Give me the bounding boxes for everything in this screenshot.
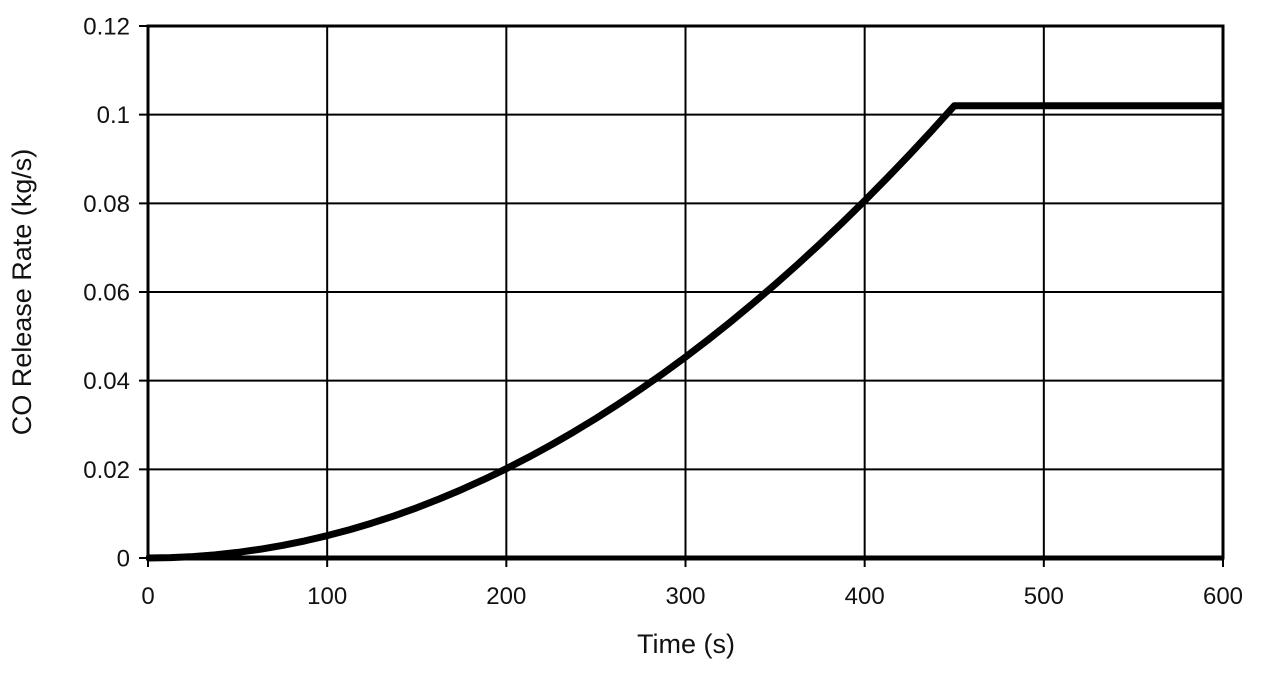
x-axis-title: Time (s): [637, 629, 735, 659]
series-layer: [147, 102, 1223, 562]
x-tick-label: 400: [845, 583, 885, 610]
y-tick-label: 0.08: [83, 191, 130, 218]
co-series-line: [147, 102, 1223, 562]
x-tick-label: 200: [486, 583, 526, 610]
x-tick-label: 300: [665, 583, 705, 610]
y-tick-label: 0.02: [83, 457, 130, 484]
y-axis-title: CO Release Rate (kg/s): [7, 149, 37, 436]
axis-layer: [146, 24, 1225, 561]
y-tick-label: 0.04: [83, 368, 130, 395]
x-tick-label: 500: [1024, 583, 1064, 610]
x-tick-label: 0: [141, 583, 154, 610]
x-tick-label: 600: [1203, 583, 1243, 610]
y-tick-label: 0.06: [83, 280, 130, 307]
y-tick-label: 0.12: [83, 14, 130, 41]
y-tick-label: 0.1: [97, 102, 130, 129]
tick-label-layer: 0 100 200 300 400 500 600 0 0.02 0.04 0.06 0.08 0.1 0…: [83, 14, 1243, 611]
x-tick-label: 100: [307, 583, 347, 610]
y-tick-label: 0: [117, 546, 130, 573]
